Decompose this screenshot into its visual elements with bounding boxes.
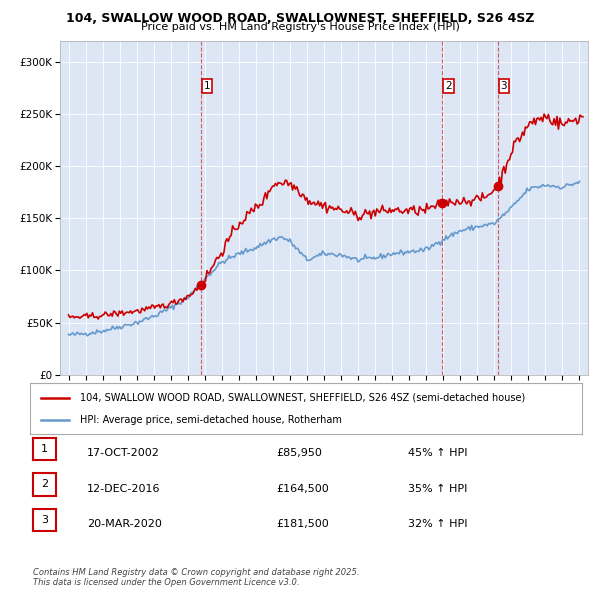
Text: 12-DEC-2016: 12-DEC-2016 (87, 484, 161, 494)
Text: 45% ↑ HPI: 45% ↑ HPI (408, 448, 467, 458)
Text: 2: 2 (41, 480, 48, 489)
Text: 20-MAR-2020: 20-MAR-2020 (87, 519, 162, 529)
Text: 3: 3 (500, 81, 507, 91)
Text: £181,500: £181,500 (276, 519, 329, 529)
Text: 2: 2 (445, 81, 452, 91)
Text: 104, SWALLOW WOOD ROAD, SWALLOWNEST, SHEFFIELD, S26 4SZ: 104, SWALLOW WOOD ROAD, SWALLOWNEST, SHE… (66, 12, 534, 25)
Text: 1: 1 (204, 81, 211, 91)
Text: 35% ↑ HPI: 35% ↑ HPI (408, 484, 467, 494)
Text: Price paid vs. HM Land Registry's House Price Index (HPI): Price paid vs. HM Land Registry's House … (140, 22, 460, 32)
Text: Contains HM Land Registry data © Crown copyright and database right 2025.
This d: Contains HM Land Registry data © Crown c… (33, 568, 359, 587)
Text: 17-OCT-2002: 17-OCT-2002 (87, 448, 160, 458)
Text: 3: 3 (41, 515, 48, 525)
Text: 104, SWALLOW WOOD ROAD, SWALLOWNEST, SHEFFIELD, S26 4SZ (semi-detached house): 104, SWALLOW WOOD ROAD, SWALLOWNEST, SHE… (80, 392, 525, 402)
Text: £85,950: £85,950 (276, 448, 322, 458)
Text: 1: 1 (41, 444, 48, 454)
Text: HPI: Average price, semi-detached house, Rotherham: HPI: Average price, semi-detached house,… (80, 415, 341, 425)
Text: £164,500: £164,500 (276, 484, 329, 494)
Text: 32% ↑ HPI: 32% ↑ HPI (408, 519, 467, 529)
